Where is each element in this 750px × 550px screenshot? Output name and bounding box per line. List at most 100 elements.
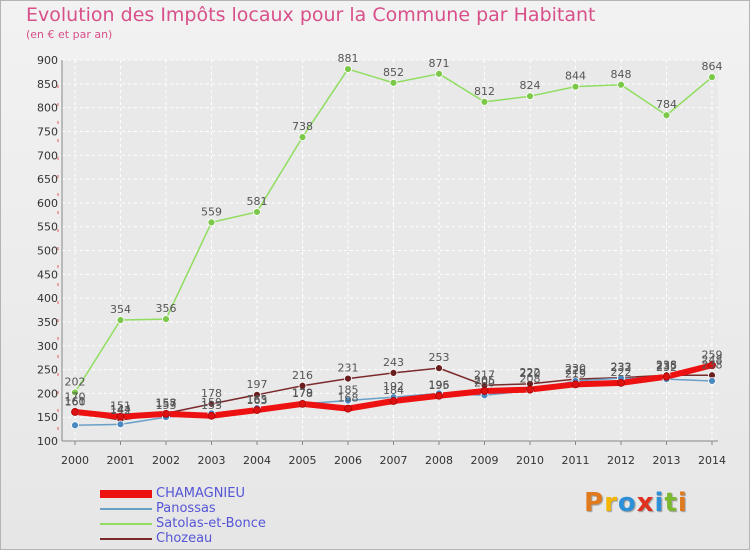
x-tick-label: 2012 — [607, 454, 635, 467]
data-point-satolas-et-bonce — [708, 73, 716, 82]
legend-label-chamagnieu: CHAMAGNIEU — [156, 486, 245, 501]
y-tick-label: 200 — [37, 387, 58, 400]
data-point-chamagnieu — [344, 404, 352, 413]
y-tick-label: 600 — [37, 197, 58, 210]
legend-swatch-chamagnieu — [100, 490, 152, 498]
data-label: 179 — [292, 386, 313, 399]
y-tick-label: 550 — [37, 221, 58, 234]
data-label-chozeau: 231 — [338, 362, 359, 375]
y-tick-label: 900 — [37, 54, 58, 67]
data-label-chozeau: 216 — [292, 369, 313, 382]
data-point-satolas-et-bonce — [207, 218, 216, 227]
data-point-chozeau — [389, 368, 398, 377]
data-point-panossas — [71, 421, 79, 430]
data-point-chamagnieu — [71, 408, 79, 416]
y-tick-label: 100 — [37, 435, 58, 448]
data-label-chozeau: 197 — [247, 378, 268, 391]
data-label-chamagnieu: 219 — [565, 367, 586, 380]
data-label: 200 — [474, 376, 495, 389]
y-tick-label: 500 — [37, 245, 58, 258]
logo-letter: P — [584, 488, 605, 518]
data-label-chozeau: 243 — [383, 356, 404, 369]
data-label-satolas-et-bonce: 559 — [201, 205, 222, 218]
legend-item-panossas: Panossas — [100, 501, 340, 516]
x-tick-label: 2014 — [698, 454, 726, 467]
x-tick-label: 2007 — [380, 454, 408, 467]
logo-letter: i — [677, 488, 688, 518]
y-tick-label: 250 — [37, 364, 58, 377]
logo-letter: o — [617, 488, 637, 518]
y-tick-label: 300 — [37, 340, 58, 353]
data-label-satolas-et-bonce: 864 — [702, 60, 723, 73]
data-label-satolas-et-bonce: 812 — [474, 85, 495, 98]
data-label-satolas-et-bonce: 852 — [383, 66, 404, 79]
logo-letter: t — [664, 488, 678, 518]
data-point-chamagnieu — [389, 397, 398, 405]
x-tick-label: 2010 — [516, 454, 544, 467]
data-label-chozeau: 253 — [429, 351, 450, 364]
data-point-satolas-et-bonce — [480, 98, 489, 106]
data-label-satolas-et-bonce: 356 — [156, 302, 177, 315]
x-tick-label: 2008 — [425, 454, 453, 467]
logo-letter: x — [636, 488, 655, 518]
data-label-satolas-et-bonce: 784 — [656, 98, 677, 111]
logo-letter: r — [604, 488, 618, 518]
data-label: 222 — [520, 366, 541, 379]
data-label: 196 — [429, 378, 450, 391]
data-label-chamagnieu: 259 — [702, 348, 723, 361]
data-label-satolas-et-bonce: 738 — [292, 120, 313, 133]
y-tick-label: 750 — [37, 125, 58, 138]
data-point-chamagnieu — [162, 409, 170, 418]
data-point-satolas-et-bonce — [298, 133, 307, 142]
data-point-satolas-et-bonce — [571, 82, 580, 91]
data-point-chamagnieu — [617, 378, 625, 387]
y-tick-label: 450 — [37, 268, 58, 281]
data-label-chozeau: 158 — [156, 396, 177, 409]
data-point-satolas-et-bonce — [253, 208, 261, 216]
proxiti-logo: Proxiti — [584, 488, 688, 518]
data-label-chozeau: 160 — [65, 395, 86, 408]
data-label-chozeau: 238 — [702, 358, 723, 371]
chart-title: Evolution des Impôts locaux pour la Comm… — [26, 4, 596, 26]
legend-swatch-chozeau — [100, 538, 152, 540]
data-label-chozeau: 178 — [201, 387, 222, 400]
x-tick-label: 2001 — [107, 454, 135, 467]
y-tick-label: 350 — [37, 316, 58, 329]
x-tick-label: 2013 — [653, 454, 681, 467]
data-label-chamagnieu: 208 — [520, 373, 541, 386]
legend-label-satolas: Satolas-et-Bonce — [156, 516, 266, 531]
data-label: 153 — [156, 399, 177, 412]
data-label-chozeau: 233 — [611, 361, 632, 374]
legend: CHAMAGNIEU Panossas Satolas-et-Bonce Cho… — [100, 486, 340, 546]
data-point-chamagnieu — [526, 385, 534, 394]
data-point-satolas-et-bonce — [344, 65, 352, 73]
x-tick-label: 2003 — [198, 454, 226, 467]
data-label-chamagnieu: 161 — [65, 395, 86, 408]
y-tick-label: 850 — [37, 78, 58, 91]
data-point-chozeau — [344, 374, 352, 383]
y-tick-label: 150 — [37, 411, 58, 424]
data-point-satolas-et-bonce — [617, 80, 625, 89]
data-label-chamagnieu: 195 — [429, 379, 450, 392]
data-point-satolas-et-bonce — [662, 111, 671, 120]
data-label-chamagnieu: 165 — [247, 393, 268, 406]
data-point-satolas-et-bonce — [116, 316, 125, 324]
data-point-chamagnieu — [662, 372, 671, 381]
data-point-panossas — [708, 377, 716, 385]
chart-subtitle: (en € et par an) — [26, 28, 113, 41]
data-label-satolas-et-bonce: 202 — [65, 375, 86, 388]
logo-letter: i — [654, 488, 665, 518]
data-point-chozeau — [253, 390, 261, 399]
x-tick-label: 2005 — [289, 454, 317, 467]
data-point-satolas-et-bonce — [162, 315, 170, 323]
data-label-chamagnieu: 205 — [474, 374, 495, 387]
data-point-satolas-et-bonce — [71, 388, 79, 397]
legend-label-panossas: Panossas — [156, 501, 216, 516]
data-label-chamagnieu: 151 — [110, 400, 131, 413]
legend-item-chozeau: Chozeau — [100, 531, 340, 546]
data-label: 192 — [383, 380, 404, 393]
x-tick-label: 2002 — [152, 454, 180, 467]
data-label-chamagnieu: 222 — [611, 366, 632, 379]
data-label-chamagnieu: 153 — [201, 399, 222, 412]
